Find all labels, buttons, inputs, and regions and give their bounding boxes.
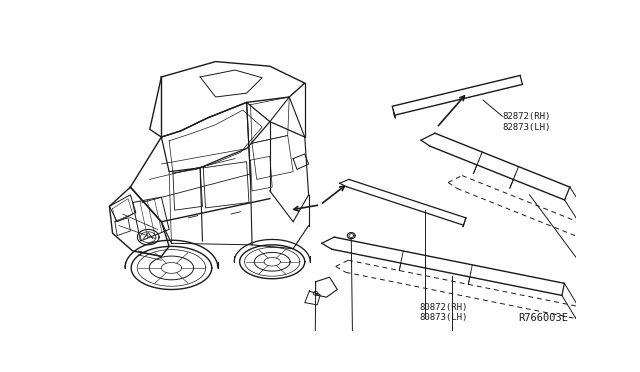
Text: 80872(RH)
80873(LH): 80872(RH) 80873(LH) xyxy=(419,302,468,322)
Text: R766003E: R766003E xyxy=(518,313,568,323)
Text: 82872(RH)
82873(LH): 82872(RH) 82873(LH) xyxy=(502,112,551,132)
